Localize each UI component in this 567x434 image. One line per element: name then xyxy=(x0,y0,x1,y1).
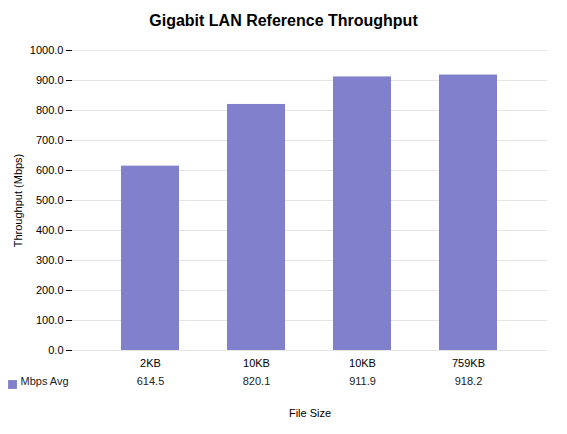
svg-text:10KB: 10KB xyxy=(243,357,270,369)
svg-text:759KB: 759KB xyxy=(452,357,485,369)
svg-text:Throughput (Mbps): Throughput (Mbps) xyxy=(12,154,24,248)
svg-text:0.0: 0.0 xyxy=(48,344,63,356)
svg-text:800.0: 800.0 xyxy=(36,104,64,116)
svg-text:820.1: 820.1 xyxy=(243,375,271,387)
svg-text:300.0: 300.0 xyxy=(36,254,64,266)
svg-text:900.0: 900.0 xyxy=(36,74,64,86)
svg-text:614.5: 614.5 xyxy=(137,375,165,387)
html-text:Gigabit LAN Reference Throughp: Gigabit LAN Reference Throughput xyxy=(149,12,418,29)
svg-text:500.0: 500.0 xyxy=(36,194,64,206)
svg-text:918.2: 918.2 xyxy=(455,375,483,387)
svg-text:400.0: 400.0 xyxy=(36,224,64,236)
svg-text:File Size: File Size xyxy=(289,407,331,419)
svg-text:Mbps Avg: Mbps Avg xyxy=(21,375,69,387)
svg-text:1000.0: 1000.0 xyxy=(30,44,64,56)
svg-text:100.0: 100.0 xyxy=(36,314,64,326)
svg-text:700.0: 700.0 xyxy=(36,134,64,146)
svg-text:200.0: 200.0 xyxy=(36,284,64,296)
svg-text:10KB: 10KB xyxy=(349,357,376,369)
svg-text:911.9: 911.9 xyxy=(349,375,376,387)
svg-text:2KB: 2KB xyxy=(140,357,161,369)
svg-text:600.0: 600.0 xyxy=(36,164,64,176)
